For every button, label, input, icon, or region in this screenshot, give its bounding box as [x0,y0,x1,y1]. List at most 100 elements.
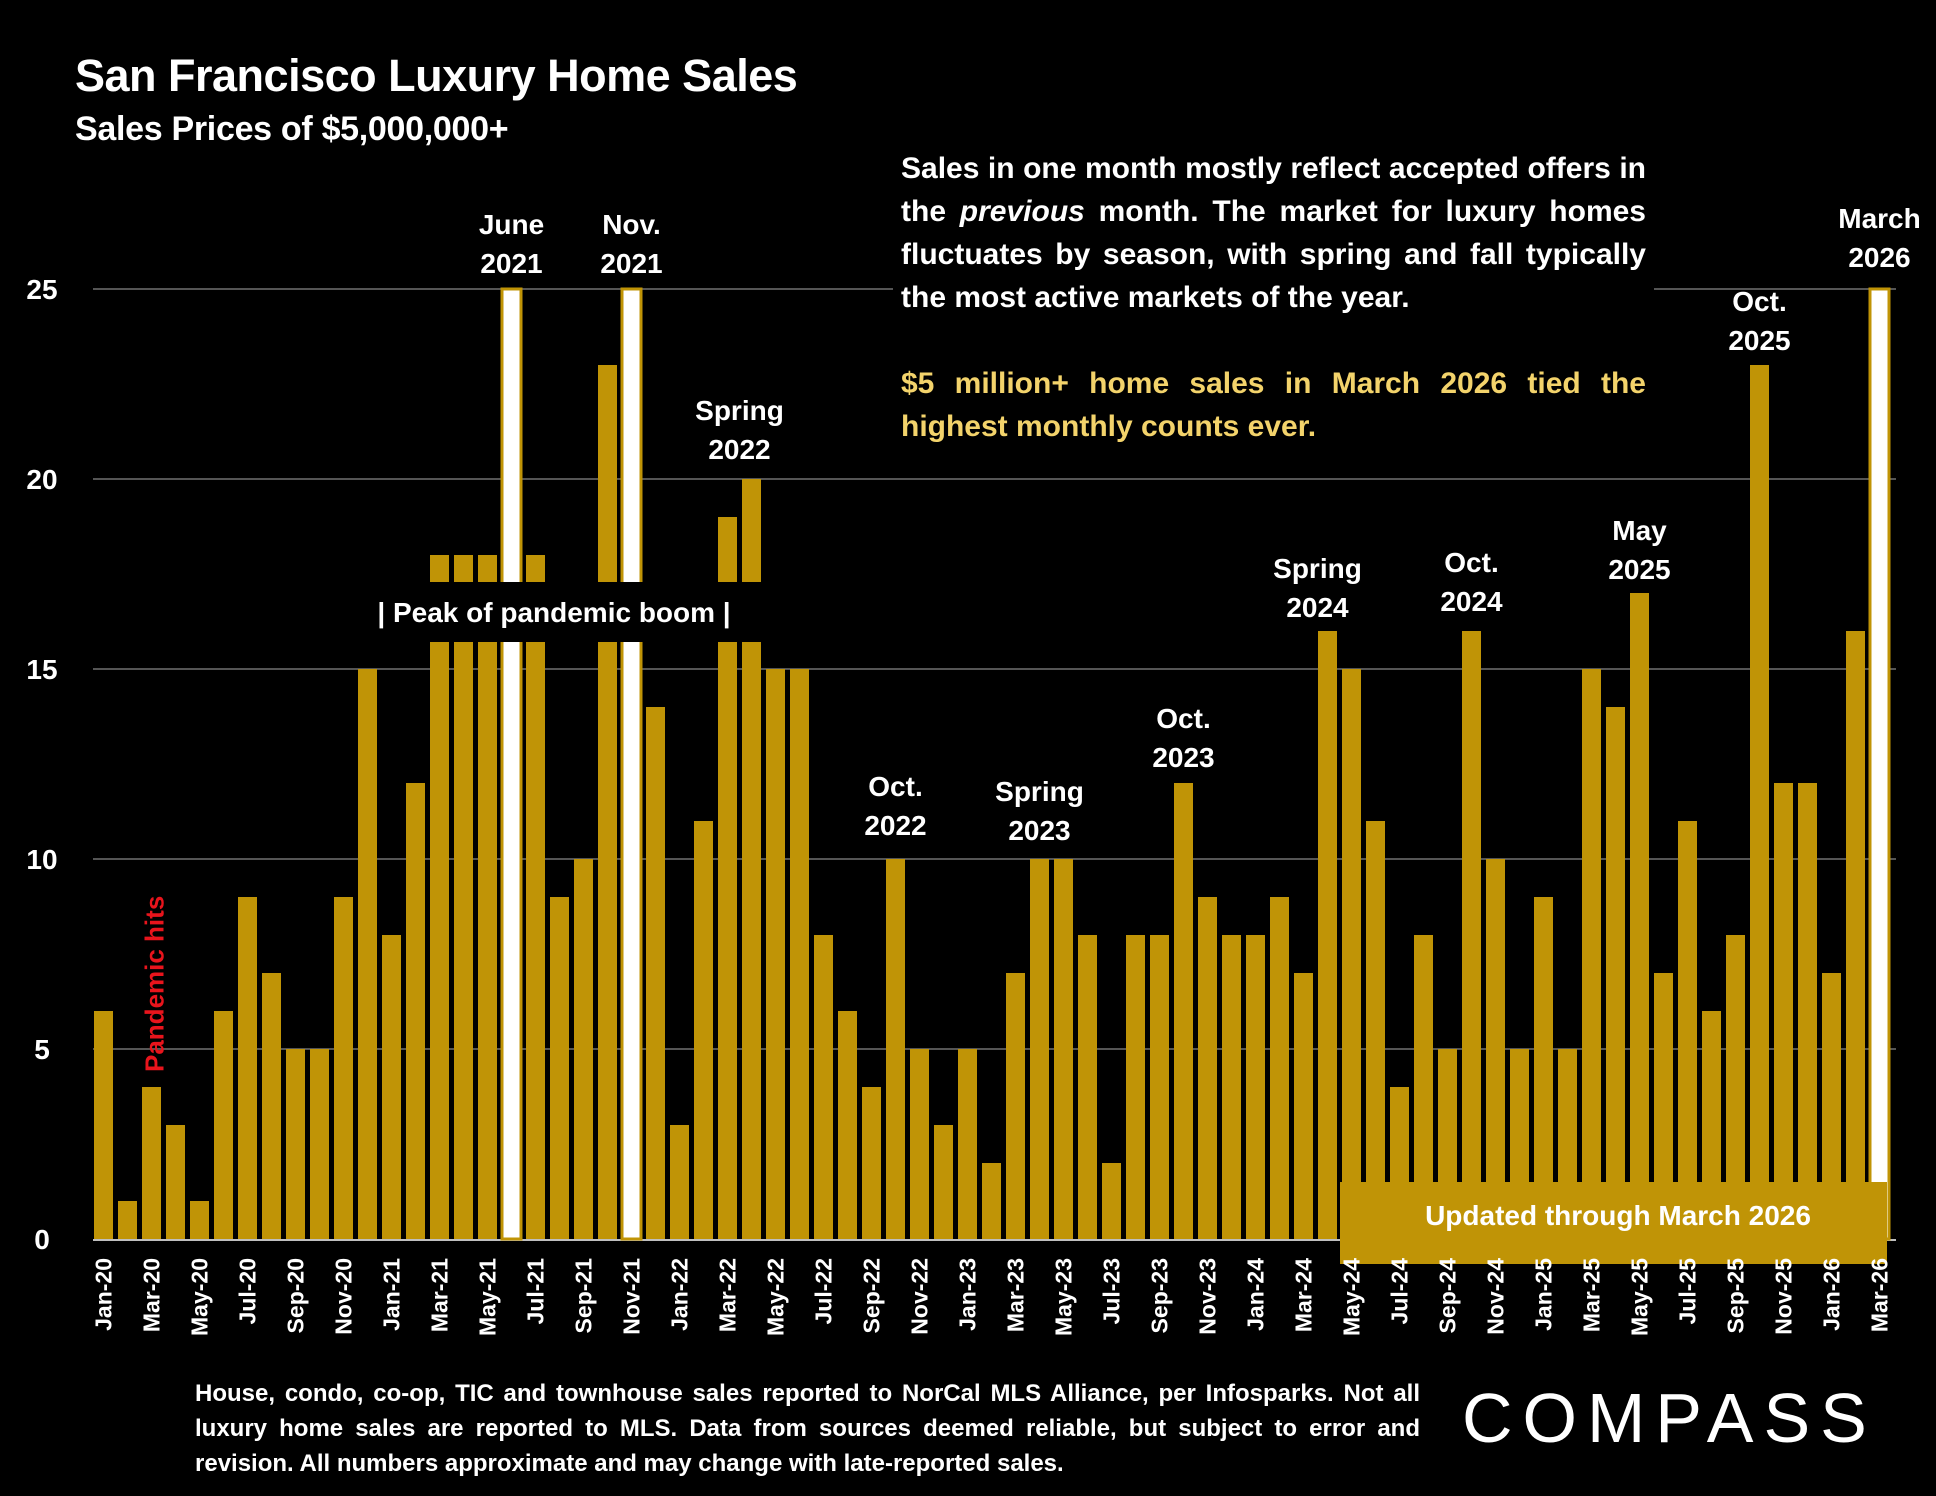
bar-Sep-20 [286,1049,305,1239]
annotation-line: 2022 [864,810,926,841]
bar-Apr-23 [1030,859,1049,1239]
x-tick-Jul-25: Jul-25 [1675,1258,1701,1325]
bar-Sep-22 [862,1087,881,1239]
commentary-text-post: month. The market for luxury homes fluct… [901,195,1646,314]
annotation-line: Oct. [1732,286,1786,317]
x-tick-Sep-24: Sep-24 [1435,1258,1461,1334]
commentary-highlight: $5 million+ home sales in March 2026 tie… [901,367,1646,443]
bar-Aug-22 [838,1011,857,1239]
x-tick-Sep-20: Sep-20 [283,1258,309,1333]
bar-Jan-26 [1822,973,1841,1239]
annotation-line: 2024 [1286,592,1349,623]
annotation-line: June [479,209,544,240]
x-tick-Sep-25: Sep-25 [1723,1258,1749,1334]
bar-Dec-20 [358,669,377,1239]
bar-Sep-21 [574,859,593,1239]
x-tick-Jan-24: Jan-24 [1243,1258,1269,1331]
bar-Nov-24 [1486,859,1505,1239]
x-tick-Nov-22: Nov-22 [907,1258,933,1335]
annotation-line: 2022 [708,434,770,465]
bar-Sep-25 [1726,935,1745,1239]
bar-Mar-26 [1868,287,1891,1241]
bar-Apr-25 [1606,707,1625,1239]
bar-Dec-25 [1798,783,1817,1239]
bar-Jul-23 [1102,1163,1121,1239]
bars [94,287,1891,1241]
bar-Mar-20 [142,1087,161,1239]
annotation-May-25: May 2025 [1608,515,1670,585]
x-tick-Nov-23: Nov-23 [1195,1258,1221,1335]
x-tick-Mar-20: Mar-20 [139,1258,165,1332]
annotation-line: Oct. [868,771,922,802]
annotation-Oct-22: Oct. 2022 [864,771,926,841]
annotation-line: 2023 [1152,742,1214,773]
x-tick-May-24: May-24 [1339,1258,1365,1336]
bar-Feb-20 [118,1201,137,1239]
x-tick-Mar-22: Mar-22 [715,1258,741,1332]
x-tick-Mar-23: Mar-23 [1003,1258,1029,1332]
x-tick-Jul-22: Jul-22 [811,1258,837,1324]
x-tick-Mar-21: Mar-21 [427,1258,453,1332]
x-tick-Nov-20: Nov-20 [331,1258,357,1335]
chart-title: San Francisco Luxury Home Sales [75,50,798,101]
updated-label: Updated through March 2026 [1425,1200,1811,1231]
x-tick-Jan-22: Jan-22 [667,1258,693,1331]
bar-Feb-26 [1846,631,1865,1239]
bar-Nov-25 [1774,783,1793,1239]
bar-Nov-23 [1198,897,1217,1239]
compass-logo: COMPASS [1462,1379,1877,1457]
bar-May-23 [1054,859,1073,1239]
bar-Aug-23 [1126,935,1145,1239]
x-tick-Jul-23: Jul-23 [1099,1258,1125,1324]
x-tick-Jan-20: Jan-20 [91,1258,117,1331]
bar-Sep-23 [1150,935,1169,1239]
y-tick-15: 15 [26,654,57,685]
annotation-line: Nov. [602,209,661,240]
bar-Jan-21 [382,935,401,1239]
annotation-line: 2021 [600,248,662,279]
bar-Oct-20 [310,1049,329,1239]
x-tick-May-22: May-22 [763,1258,789,1336]
bar-Jun-21 [500,287,523,1241]
bar-Jul-25 [1678,821,1697,1239]
x-tick-Sep-21: Sep-21 [571,1258,597,1334]
annotation-Mar-26: March 2026 [1838,203,1920,273]
bar-Jun-23 [1078,935,1097,1239]
y-tick-25: 25 [26,274,57,305]
bar-Oct-22 [886,859,905,1239]
bar-Jun-20 [214,1011,233,1239]
x-tick-Mar-26: Mar-26 [1867,1258,1893,1332]
bar-Jul-20 [238,897,257,1239]
bar-Feb-21 [406,783,425,1239]
bar-May-21 [478,555,497,1239]
bar-Jan-25 [1534,897,1553,1239]
bar-May-24 [1342,669,1361,1239]
bar-Dec-22 [934,1125,953,1239]
annotation-Oct-24: Oct. 2024 [1440,547,1503,617]
x-tick-Jan-26: Jan-26 [1819,1258,1845,1331]
bar-May-20 [190,1201,209,1239]
bar-Apr-22 [742,479,761,1239]
annotation-line: Oct. [1156,703,1210,734]
x-tick-Jul-20: Jul-20 [235,1258,261,1324]
bar-Aug-20 [262,973,281,1239]
annotation-line: Spring [995,776,1084,807]
annotation-Apr-22: Spring 2022 [695,395,784,465]
y-axis-ticks: 0 5 10 15 20 25 [26,274,57,1255]
annotation-line: Spring [1273,553,1362,584]
annotation-line: 2025 [1728,325,1790,356]
y-tick-20: 20 [26,464,57,495]
bar-Aug-21 [550,897,569,1239]
x-tick-Mar-24: Mar-24 [1291,1258,1317,1332]
bar-Oct-24 [1462,631,1481,1239]
x-axis-ticks: Jan-20 Mar-20 May-20 Jul-20 Sep-20 Nov-20 Jan-… [91,1258,1893,1336]
annotation-line: March [1838,203,1920,234]
bar-Nov-20 [334,897,353,1239]
x-tick-Jan-23: Jan-23 [955,1258,981,1331]
bar-Jul-21 [526,555,545,1239]
bar-Mar-23 [1006,973,1025,1239]
pandemic-hits-label: Pandemic hits [140,896,170,1072]
overlays: | Peak of pandemic boom | Updated through… [140,582,1887,1264]
bar-Jun-25 [1654,973,1673,1239]
